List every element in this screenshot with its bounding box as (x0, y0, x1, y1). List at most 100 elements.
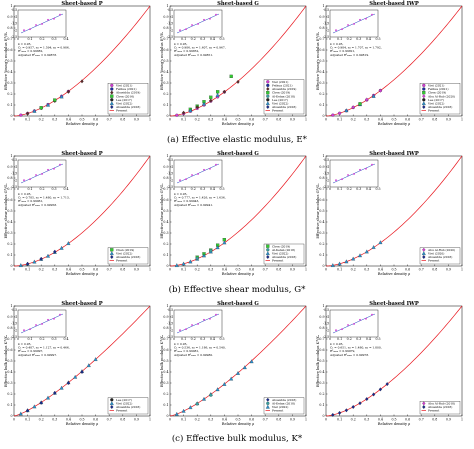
chart-title: Sheet-based P (61, 1, 102, 7)
inset-data-point (347, 24, 349, 26)
x-tick-label: 1 (149, 418, 151, 422)
inset-annotation: k = 0.95, (174, 192, 187, 196)
inset-y-tick-label: -2 (326, 328, 329, 332)
x-tick-label: 0.1 (337, 268, 342, 272)
y-tick-label: 0.5 (163, 209, 168, 213)
y-tick-label: 0.9 (7, 15, 12, 19)
y-tick-label: 0.7 (163, 37, 168, 41)
present-curve (13, 155, 151, 267)
inset-y-tick-label: -1.5 (323, 22, 329, 26)
inset-data-point (197, 23, 199, 25)
y-tick-label: 0.3 (163, 81, 168, 85)
data-point (344, 408, 349, 413)
data-point (365, 97, 369, 102)
x-axis-label: Relative density ρ (66, 122, 98, 126)
inset-x-tick-label: 0.2 (347, 187, 352, 191)
x-tick-label: 0.4 (66, 118, 71, 122)
x-tick-label: 1 (461, 268, 463, 272)
inset-annotation: R²ₘₙₘ = 0.99943, (174, 199, 199, 203)
y-tick-label: 0.8 (7, 26, 12, 30)
x-axis-label: Relative density ρ (222, 272, 254, 276)
x-tick-label: 0.8 (120, 118, 125, 122)
inset-data-point (29, 328, 31, 331)
data-point (222, 382, 227, 386)
inset-x-tick-label: 0.4 (366, 337, 371, 341)
inset-x-tick-label: 0.5 (375, 37, 380, 41)
data-point (181, 408, 186, 413)
inset-x-tick-label: 0.5 (375, 337, 380, 341)
x-tick-label: 0.1 (181, 418, 186, 422)
inset-annotation: R²ₘₙₘ = 0.99961, (18, 199, 43, 203)
inset-y-tick-label: -1.5 (11, 22, 17, 26)
inset-annotation: Adjusted R²ₘₙₘ = 0.99980. (173, 353, 213, 357)
y-axis-label: Effective Young's modulus E*/Eₛ (4, 31, 8, 90)
inset-data-point (371, 13, 373, 16)
y-axis-label: Effective Young's modulus E*/Eₛ (316, 31, 320, 90)
chart-title: Sheet-based IWP (369, 1, 419, 7)
inset-data-point (209, 317, 211, 320)
inset-y-tick-label: -0.5 (323, 158, 329, 162)
legend-marker (422, 94, 426, 99)
inset-x-tick-label: 0.1 (181, 187, 186, 191)
inset-y-tick-label: -0.5 (323, 308, 329, 312)
x-tick-label: 0 (169, 268, 171, 272)
data-point (188, 259, 193, 264)
x-tick-label: 1 (305, 418, 307, 422)
inset-y-tick-label: -2 (14, 328, 17, 332)
inset-data-point (347, 324, 349, 326)
y-tick-label: 0 (10, 114, 12, 118)
caption-shear-modulus: (b) Effective shear modulus, G* (169, 284, 306, 295)
y-axis-label: Effective bulk modulus K*/Kₛ (4, 334, 8, 387)
inset-data-point (29, 178, 31, 181)
inset-y-tick-label: -1 (14, 165, 17, 169)
inset-x-tick-label: 0.3 (356, 37, 361, 41)
inset-x-tick-label: 0 (17, 187, 19, 191)
y-tick-label: 0.2 (163, 92, 168, 96)
y-tick-label: 0 (322, 264, 324, 268)
data-point (59, 94, 64, 99)
data-point (19, 113, 23, 117)
inset-data-point (203, 168, 205, 171)
inset-data-point (179, 29, 181, 32)
data-point (338, 111, 342, 115)
legend-marker (422, 105, 426, 109)
x-tick-label: 0.3 (364, 418, 369, 422)
x-tick-label: 0.5 (391, 118, 396, 122)
data-point (25, 261, 30, 266)
data-point (188, 108, 193, 113)
legend-entry: Viet (2020) (427, 252, 444, 256)
chart-panel-9: Sheet-based IWP 0 0.1 0.2 0.3 0.4 0.5 0.6 0.7 0.8… (316, 301, 463, 426)
inset-annotation: Adjusted R²ₘₙₘ = 0.99941. (173, 203, 213, 207)
data-point (66, 89, 71, 94)
inset-x-tick-label: 0.3 (51, 187, 56, 191)
inset-data-point (29, 28, 31, 31)
legend-entry: Viet (2021) (271, 80, 288, 84)
y-tick-label: 0.6 (163, 198, 168, 202)
inset-y-tick-label: -1 (326, 15, 329, 19)
y-tick-label: 0.4 (163, 220, 168, 224)
data-point (195, 105, 199, 110)
x-tick-label: 0.7 (419, 268, 424, 272)
inset-y-tick-label: -2 (14, 28, 17, 32)
x-tick-label: 0.9 (446, 418, 451, 422)
inset-data-point (35, 174, 37, 176)
inset-x-tick-label: 0.2 (347, 337, 352, 341)
y-tick-label: 0.7 (163, 187, 168, 191)
x-tick-label: 0.9 (134, 118, 139, 122)
x-tick-label: 0 (325, 268, 327, 272)
x-tick-label: 0.7 (263, 118, 268, 122)
x-tick-label: 0.1 (181, 268, 186, 272)
inset-x-tick-label: 0.5 (375, 187, 380, 191)
x-tick-label: 0.1 (337, 118, 342, 122)
legend-entry: Viet (2022) (271, 405, 288, 409)
inset-data-point (359, 18, 361, 21)
chart-panel-2: Sheet-based G 0 0.1 0.2 0.3 0.4 0.5 0.6 0.7 0.8 0.… (160, 1, 307, 126)
chart-panel-6: Sheet-based IWP 0 0.1 0.2 0.3 0.4 0.5 0.6 0.7 0.8… (316, 151, 463, 276)
inset-y-tick-label: -1.5 (323, 322, 329, 326)
legend-entry: Lee (2017) (428, 98, 444, 102)
data-point (371, 94, 376, 98)
data-point (53, 249, 57, 254)
legend-entry: Lee (2017) (272, 98, 288, 102)
y-tick-label: 0.5 (7, 359, 12, 363)
data-point (174, 263, 179, 267)
